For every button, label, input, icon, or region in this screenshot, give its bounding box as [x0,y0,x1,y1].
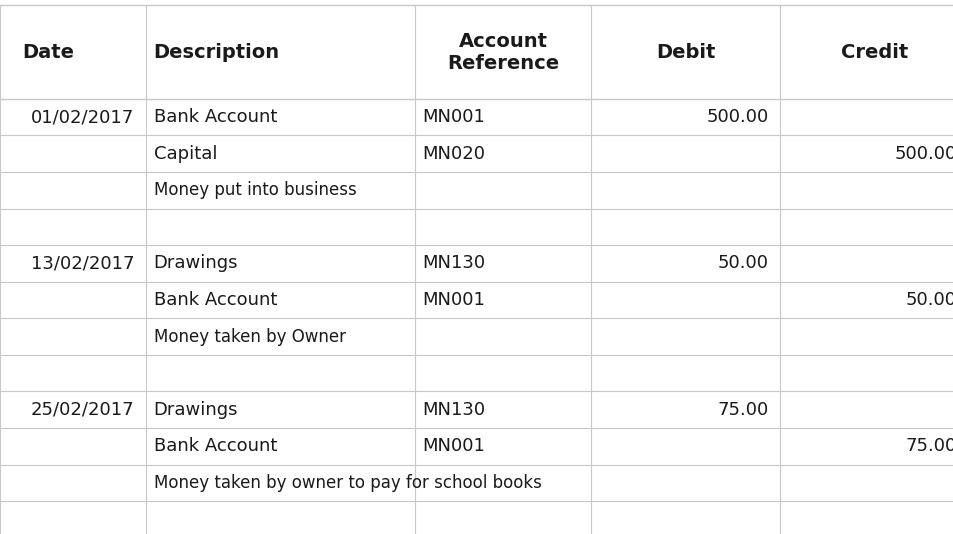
Text: Drawings: Drawings [153,254,238,272]
Text: Capital: Capital [153,145,217,163]
Text: Money taken by owner to pay for school books: Money taken by owner to pay for school b… [153,474,541,492]
Text: Money taken by Owner: Money taken by Owner [153,327,345,345]
Text: MN130: MN130 [422,400,485,419]
Text: 500.00: 500.00 [706,108,768,126]
Text: Bank Account: Bank Account [153,108,276,126]
Text: Bank Account: Bank Account [153,437,276,456]
Text: Credit: Credit [840,43,907,61]
Text: 75.00: 75.00 [904,437,953,456]
Text: Money put into business: Money put into business [153,181,356,199]
Text: 01/02/2017: 01/02/2017 [31,108,134,126]
Text: MN001: MN001 [422,291,485,309]
Text: Debit: Debit [656,43,715,61]
Text: 500.00: 500.00 [894,145,953,163]
Text: MN001: MN001 [422,437,485,456]
Text: 50.00: 50.00 [718,254,768,272]
Text: 75.00: 75.00 [717,400,768,419]
Text: Description: Description [153,43,279,61]
Text: MN020: MN020 [422,145,485,163]
Text: MN001: MN001 [422,108,485,126]
Text: Date: Date [22,43,74,61]
Text: 13/02/2017: 13/02/2017 [31,254,134,272]
Text: MN130: MN130 [422,254,485,272]
Text: Drawings: Drawings [153,400,238,419]
Text: 25/02/2017: 25/02/2017 [30,400,134,419]
Text: Bank Account: Bank Account [153,291,276,309]
Text: 50.00: 50.00 [905,291,953,309]
Text: Account
Reference: Account Reference [447,32,558,73]
